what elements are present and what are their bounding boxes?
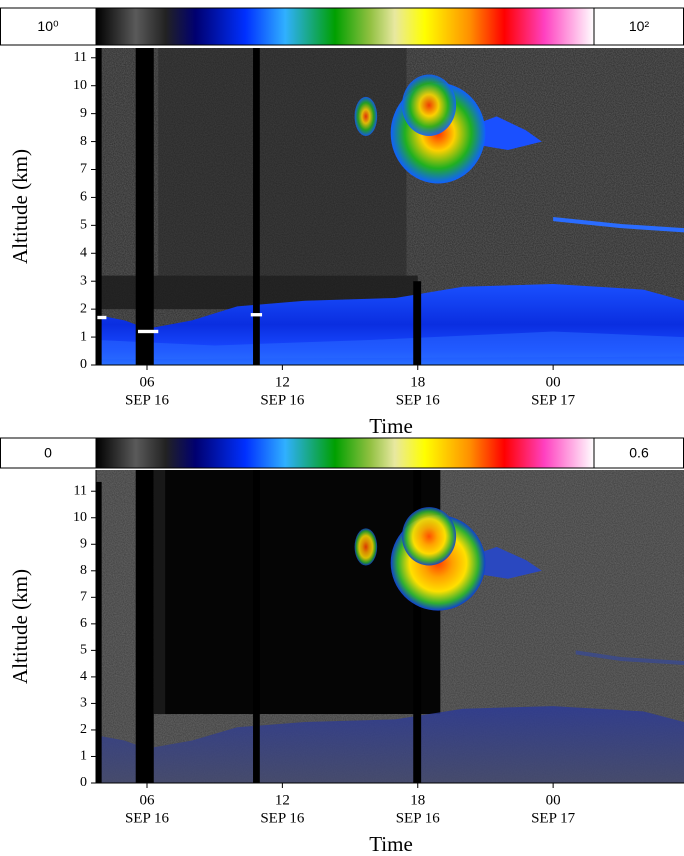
colorbar-label: 10⁰ [37,18,59,34]
y-axis-label: Altitude (km) [8,149,32,264]
x-tick-date: SEP 16 [125,810,170,826]
y-tick-label: 10 [73,78,87,93]
y-tick-label: 4 [80,246,87,261]
x-tick-label: 12 [275,374,290,390]
y-tick-label: 0 [80,775,87,790]
imagery [402,507,456,565]
x-tick-date: SEP 16 [396,392,441,408]
y-tick-label: 2 [80,301,87,316]
y-tick-label: 11 [74,483,87,498]
y-axis-label: Altitude (km) [8,569,32,684]
plot-image [96,35,684,365]
imagery [355,528,378,565]
y-tick-label: 9 [80,536,87,551]
y-tick-label: 0 [80,357,87,372]
x-axis-label: Time [369,414,413,438]
y-tick-label: 2 [80,722,87,737]
y-tick-label: 5 [80,643,87,658]
imagery [355,97,378,136]
y-tick-label: 11 [74,50,87,65]
colorbar [96,438,594,468]
y-tick-label: 7 [80,590,87,605]
imagery [138,330,158,333]
y-tick-label: 8 [80,134,87,149]
y-tick-label: 7 [80,162,87,177]
imagery [136,35,154,365]
x-tick-date: SEP 16 [260,810,305,826]
y-tick-label: 1 [80,749,87,764]
y-tick-label: 8 [80,563,87,578]
y-tick-label: 10 [73,510,87,525]
x-tick-label: 00 [546,792,561,808]
y-tick-label: 6 [80,190,87,205]
x-tick-label: 12 [275,792,290,808]
colorbar-label: 10² [629,18,650,34]
imagery [251,313,262,316]
x-tick-date: SEP 17 [531,810,576,826]
y-tick-label: 9 [80,106,87,121]
chart: 10⁰10²0123456789101106SEP 1612SEP 1618SE… [0,0,684,856]
y-tick-label: 1 [80,329,87,344]
y-tick-label: 3 [80,696,87,711]
x-tick-date: SEP 16 [125,392,170,408]
y-tick-label: 6 [80,616,87,631]
colorbar [96,8,594,45]
imagery [413,281,421,365]
y-tick-label: 4 [80,669,87,684]
imagery [154,470,165,714]
x-tick-date: SEP 17 [531,392,576,408]
x-axis-label: Time [369,832,413,856]
x-tick-label: 06 [139,792,155,808]
imagery [158,48,406,276]
x-tick-label: 18 [410,374,425,390]
imagery [402,75,456,136]
x-tick-label: 18 [410,792,425,808]
colorbar-label: 0.6 [629,445,649,461]
plot-image [96,470,684,783]
x-tick-date: SEP 16 [396,810,441,826]
y-tick-label: 5 [80,218,87,233]
x-tick-label: 00 [546,374,561,390]
imagery [97,316,106,319]
imagery [136,470,154,783]
x-tick-date: SEP 16 [260,392,305,408]
imagery [165,470,440,714]
y-tick-label: 3 [80,273,87,288]
imagery [253,470,260,783]
imagery [96,482,102,783]
colorbar-label: 0 [44,445,52,461]
x-tick-label: 06 [139,374,155,390]
